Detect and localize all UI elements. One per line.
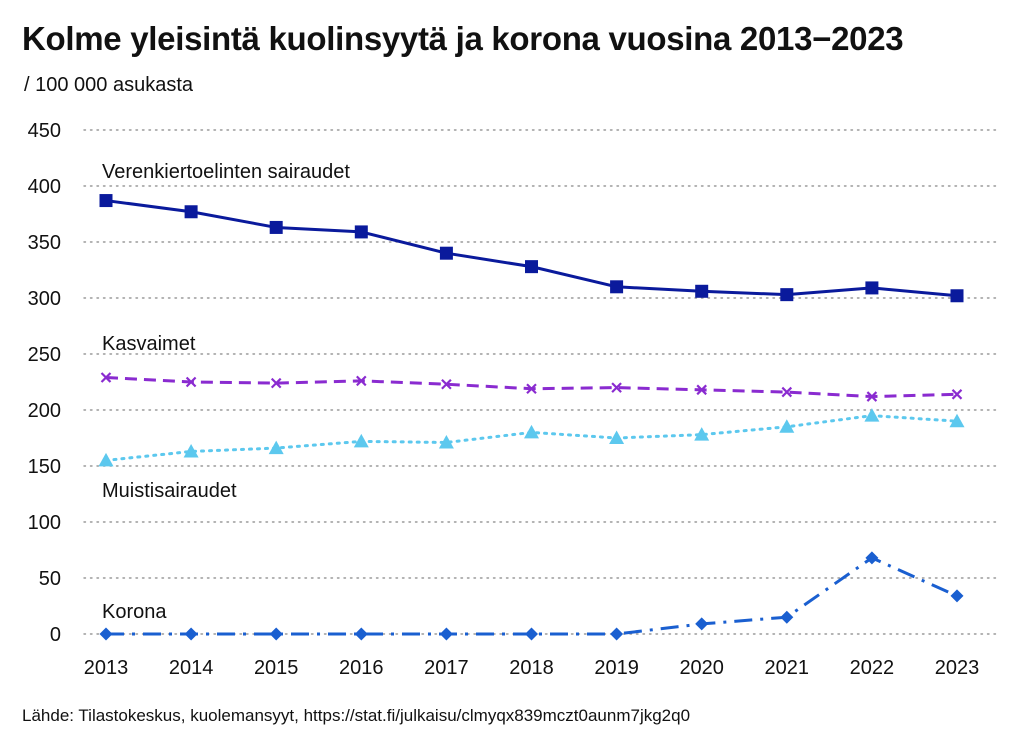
point-muistisairaudet-2020 bbox=[694, 427, 710, 441]
point-verenkiertoelinten-sairaudet-2017 bbox=[439, 246, 453, 260]
series-label-kasvaimet: Kasvaimet bbox=[102, 333, 196, 355]
point-muistisairaudet-2023 bbox=[949, 413, 965, 428]
point-muistisairaudet-2016 bbox=[353, 433, 369, 448]
point-verenkiertoelinten-sairaudet-2015 bbox=[269, 220, 283, 234]
y-tick-label-400: 400 bbox=[28, 176, 61, 198]
point-korona-2021 bbox=[780, 610, 794, 624]
x-tick-label-2019: 2019 bbox=[594, 657, 639, 679]
y-tick-label-50: 50 bbox=[39, 568, 61, 590]
series-label-verenkiertoelinten-sairaudet: Verenkiertoelinten sairaudet bbox=[102, 161, 350, 183]
point-verenkiertoelinten-sairaudet-2021 bbox=[780, 288, 794, 302]
point-kasvaimet-2020 bbox=[696, 384, 707, 396]
x-tick-label-2014: 2014 bbox=[169, 657, 214, 679]
y-tick-label-300: 300 bbox=[28, 288, 61, 310]
series-group bbox=[98, 194, 965, 641]
point-muistisairaudet-2022 bbox=[864, 408, 880, 422]
series-label-korona: Korona bbox=[102, 601, 167, 623]
point-verenkiertoelinten-sairaudet-2016 bbox=[354, 225, 368, 239]
y-tick-label-200: 200 bbox=[28, 400, 61, 422]
series-muistisairaudet bbox=[98, 408, 965, 467]
point-verenkiertoelinten-sairaudet-2023 bbox=[950, 289, 964, 303]
y-tick-label-250: 250 bbox=[28, 344, 61, 366]
point-muistisairaudet-2017 bbox=[438, 434, 454, 449]
y-tick-label-0: 0 bbox=[50, 624, 61, 646]
series-verenkiertoelinten-sairaudet bbox=[99, 194, 964, 303]
point-korona-2013 bbox=[99, 627, 113, 641]
x-tick-label-2021: 2021 bbox=[765, 657, 810, 679]
point-muistisairaudet-2018 bbox=[524, 424, 539, 439]
point-kasvaimet-2018 bbox=[526, 383, 537, 394]
x-tick-label-2022: 2022 bbox=[850, 657, 895, 679]
point-kasvaimet-2013 bbox=[100, 372, 112, 383]
point-verenkiertoelinten-sairaudet-2019 bbox=[610, 280, 624, 294]
series-kasvaimet bbox=[100, 372, 963, 402]
series-label-muistisairaudet: Muistisairaudet bbox=[102, 480, 237, 502]
y-tick-label-100: 100 bbox=[28, 512, 61, 534]
x-tick-label-2013: 2013 bbox=[84, 657, 129, 679]
point-kasvaimet-2017 bbox=[441, 378, 452, 390]
series-labels: Verenkiertoelinten sairaudet Kasvaimet Mui… bbox=[102, 161, 350, 623]
chart-title: Kolme yleisintä kuolinsyytä ja korona vu… bbox=[22, 20, 904, 57]
y-axis-ticks: 0 50 100 150 200 250 300 350 400 450 bbox=[28, 120, 61, 646]
series-line-korona bbox=[106, 556, 958, 636]
point-muistisairaudet-2013 bbox=[98, 452, 114, 467]
point-kasvaimet-2021 bbox=[781, 386, 793, 398]
point-korona-2018 bbox=[525, 627, 538, 641]
source-note: Lähde: Tilastokeskus, kuolemansyyt, http… bbox=[22, 706, 691, 725]
point-kasvaimet-2022 bbox=[866, 391, 878, 402]
point-kasvaimet-2015 bbox=[270, 377, 282, 389]
point-muistisairaudet-2019 bbox=[609, 430, 625, 444]
point-kasvaimet-2014 bbox=[185, 376, 197, 388]
point-verenkiertoelinten-sairaudet-2022 bbox=[865, 281, 879, 295]
point-verenkiertoelinten-sairaudet-2020 bbox=[695, 284, 709, 298]
point-korona-2016 bbox=[354, 627, 368, 641]
y-tick-label-350: 350 bbox=[28, 232, 61, 254]
point-verenkiertoelinten-sairaudet-2013 bbox=[99, 194, 113, 208]
x-tick-label-2017: 2017 bbox=[424, 657, 469, 679]
x-tick-label-2016: 2016 bbox=[339, 657, 384, 679]
x-tick-label-2015: 2015 bbox=[254, 657, 299, 679]
point-muistisairaudet-2015 bbox=[268, 440, 284, 455]
x-tick-label-2018: 2018 bbox=[509, 657, 554, 679]
x-tick-label-2020: 2020 bbox=[679, 657, 724, 679]
series-line-kasvaimet bbox=[105, 376, 958, 399]
point-korona-2017 bbox=[439, 627, 453, 641]
y-axis-unit-label: / 100 000 asukasta bbox=[24, 74, 194, 96]
point-kasvaimet-2023 bbox=[951, 389, 963, 400]
point-muistisairaudet-2021 bbox=[779, 419, 795, 433]
x-tick-label-2023: 2023 bbox=[935, 657, 980, 679]
x-axis-ticks: 2013 2014 2015 2016 2017 2018 2019 2020 2021 2022… bbox=[84, 657, 980, 679]
series-line-verenkiertoelinten-sairaudet bbox=[105, 199, 958, 298]
point-kasvaimet-2016 bbox=[356, 375, 367, 387]
point-korona-2019 bbox=[610, 627, 624, 641]
point-korona-2015 bbox=[269, 627, 283, 641]
point-muistisairaudet-2014 bbox=[183, 443, 199, 458]
point-kasvaimet-2019 bbox=[611, 382, 622, 393]
point-verenkiertoelinten-sairaudet-2018 bbox=[525, 260, 538, 274]
point-korona-2014 bbox=[184, 627, 198, 641]
point-korona-2020 bbox=[695, 617, 709, 631]
series-korona bbox=[99, 551, 964, 641]
point-verenkiertoelinten-sairaudet-2014 bbox=[184, 205, 198, 219]
y-tick-label-450: 450 bbox=[28, 120, 61, 142]
point-korona-2022 bbox=[865, 551, 879, 565]
y-tick-label-150: 150 bbox=[28, 456, 61, 478]
point-korona-2023 bbox=[950, 589, 964, 603]
